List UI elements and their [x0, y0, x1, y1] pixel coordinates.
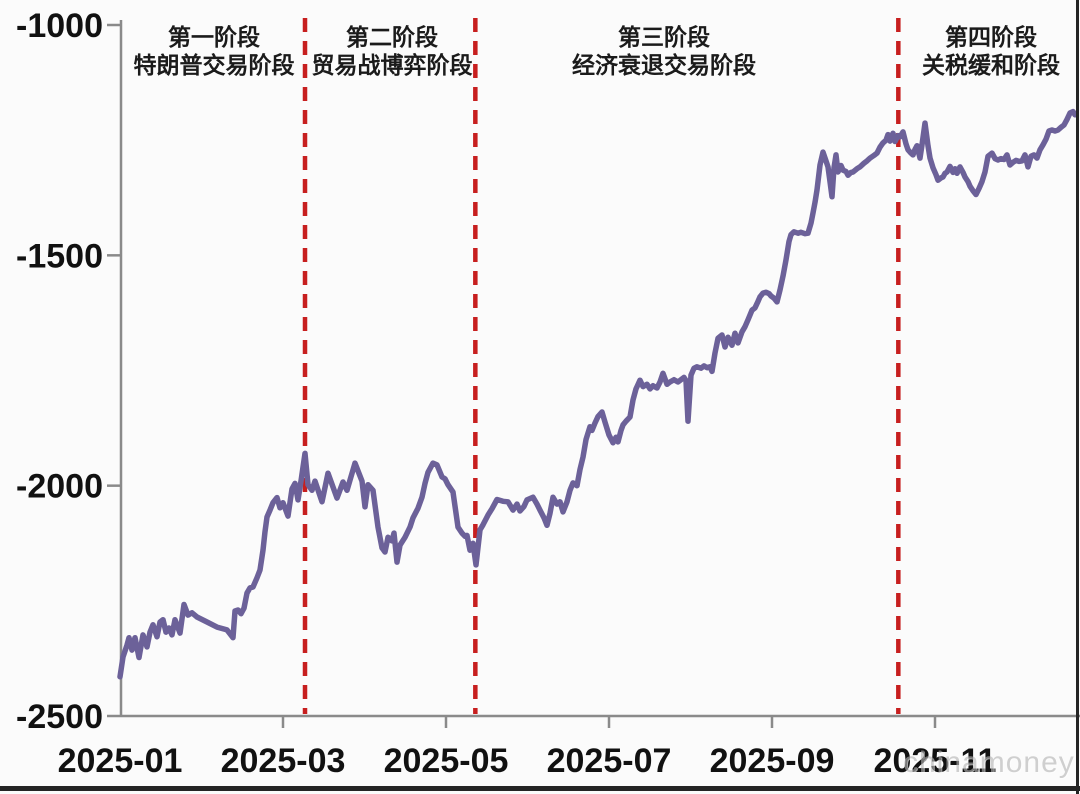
y-tick-label: -1000 — [16, 7, 103, 45]
series-line — [117, 108, 1078, 680]
x-tick-label: 2025-09 — [710, 742, 835, 780]
phase-2-subtitle: 贸易战博弈阶段 — [311, 53, 473, 78]
y-tick-label: -2000 — [16, 468, 103, 506]
x-tick-label: 2025-11 — [874, 742, 997, 780]
x-tick-label: 2025-07 — [547, 742, 672, 780]
right-edge-border — [1076, 0, 1079, 794]
phase-2-annotation: 第二阶段 贸易战博弈阶段 — [312, 24, 473, 80]
x-tick-label: 2025-05 — [384, 742, 509, 780]
y-tick-label: -1500 — [16, 237, 103, 275]
phase-1-annotation: 第一阶段 特朗普交易阶段 — [134, 24, 295, 80]
phase-3-annotation: 第三阶段 经济衰退交易阶段 — [572, 24, 756, 80]
phase-4-title: 第四阶段 — [945, 25, 1037, 50]
phase-3-subtitle: 经济衰退交易阶段 — [572, 53, 756, 78]
phase-1-title: 第一阶段 — [168, 25, 260, 50]
bottom-edge-border — [0, 786, 1080, 791]
phase-4-annotation: 第四阶段 关税缓和阶段 — [922, 24, 1060, 80]
x-tick-label: 2025-01 — [58, 742, 183, 780]
y-tick-label: -2500 — [16, 698, 103, 736]
phase-1-subtitle: 特朗普交易阶段 — [133, 53, 295, 78]
phase-4-subtitle: 关税缓和阶段 — [922, 53, 1060, 78]
phase-3-title: 第三阶段 — [618, 25, 710, 50]
watermark: chinamoney — [903, 746, 1075, 779]
phase-2-title: 第二阶段 — [346, 25, 438, 50]
x-tick-label: 2025-03 — [221, 742, 346, 780]
